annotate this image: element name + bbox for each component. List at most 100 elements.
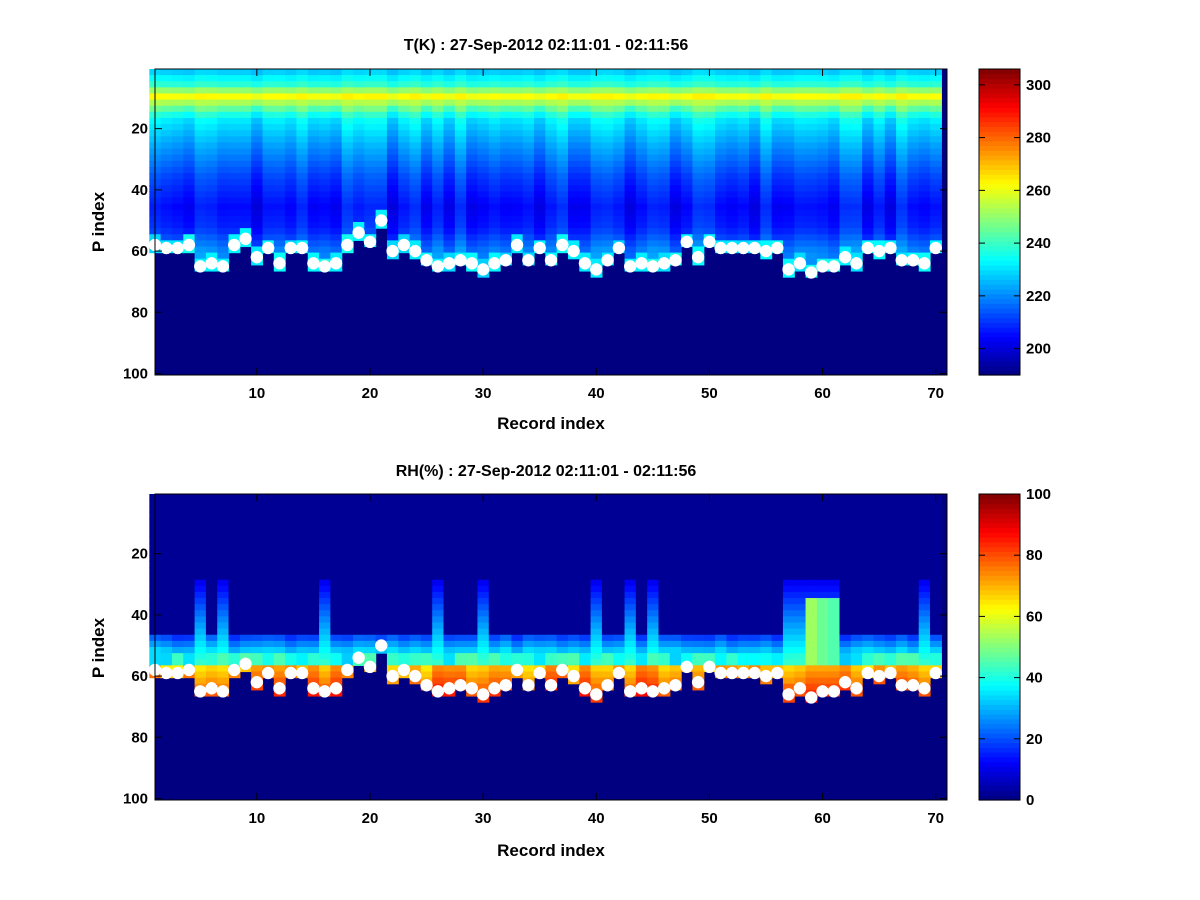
heatmap-cell: [228, 536, 241, 544]
heatmap-cell: [771, 604, 784, 611]
heatmap-cell: [262, 591, 275, 599]
temperature-plot-frame: [154, 68, 948, 376]
heatmap-cell: [884, 536, 897, 544]
heatmap-cell: [771, 197, 784, 205]
heatmap-cell: [205, 494, 218, 501]
heatmap-cell: [556, 524, 569, 532]
heatmap-cell: [647, 154, 660, 162]
heatmap-cell: [477, 524, 490, 532]
heatmap-cell: [420, 659, 433, 666]
surface-marker: [748, 241, 761, 255]
heatmap-cell: [432, 494, 445, 501]
heatmap-cell: [816, 524, 829, 532]
heatmap-cell: [681, 130, 694, 137]
heatmap-cell: [296, 111, 309, 119]
heatmap-cell: [454, 640, 467, 648]
heatmap-cell: [715, 191, 727, 199]
heatmap-cell: [353, 616, 365, 624]
heatmap-cell: [884, 616, 897, 624]
surface-marker: [273, 257, 286, 270]
heatmap-cell: [443, 105, 456, 113]
heatmap-cell: [782, 610, 795, 617]
heatmap-cell: [409, 500, 422, 507]
heatmap-cell: [658, 93, 671, 101]
heatmap-cell: [635, 222, 648, 229]
y-tick-label: 20: [131, 546, 148, 563]
heatmap-cell: [658, 500, 671, 507]
heatmap-cell: [884, 549, 897, 556]
heatmap-cell: [160, 179, 173, 186]
heatmap-cell: [217, 598, 230, 605]
heatmap-cell: [669, 69, 682, 76]
colorbar-segment: [979, 312, 1020, 319]
heatmap-cell: [443, 154, 456, 162]
heatmap-cell: [556, 148, 569, 156]
heatmap-cell: [251, 75, 264, 82]
heatmap-cell: [907, 536, 920, 544]
heatmap-cell: [307, 209, 320, 217]
heatmap-cell: [828, 240, 841, 248]
heatmap-cell: [409, 622, 422, 630]
heatmap-cell: [534, 512, 546, 520]
heatmap-cell: [556, 209, 569, 217]
heatmap-cell: [737, 653, 750, 660]
heatmap-cell: [601, 585, 614, 593]
heatmap-cell: [420, 653, 433, 660]
heatmap-cell: [296, 173, 309, 180]
surface-marker: [499, 254, 512, 267]
heatmap-cell: [285, 87, 298, 95]
heatmap-cell: [319, 598, 331, 605]
heatmap-cell: [171, 585, 184, 593]
heatmap-cell: [409, 598, 422, 605]
heatmap-cell: [217, 634, 230, 642]
heatmap-cell: [635, 518, 648, 526]
heatmap-cell: [443, 598, 456, 605]
heatmap-cell: [364, 634, 377, 642]
heatmap-cell: [839, 536, 852, 544]
heatmap-cell: [488, 677, 501, 685]
heatmap-cell: [194, 179, 207, 186]
heatmap-cell: [353, 585, 365, 593]
heatmap-cell: [737, 616, 750, 624]
heatmap-cell: [477, 160, 490, 168]
heatmap-cell: [749, 81, 761, 88]
heatmap-cell: [918, 75, 931, 82]
heatmap-cell: [353, 203, 365, 211]
heatmap-cell: [918, 591, 931, 599]
heatmap-cell: [579, 105, 592, 113]
colorbar-segment: [979, 756, 1020, 763]
heatmap-cell: [737, 154, 750, 162]
heatmap-cell: [703, 506, 716, 513]
heatmap-cell: [341, 561, 354, 569]
heatmap-cell: [228, 179, 241, 186]
heatmap-cell: [273, 173, 286, 180]
heatmap-column: [285, 494, 298, 679]
heatmap-cell: [466, 87, 479, 95]
heatmap-cell: [839, 573, 852, 581]
heatmap-cell: [760, 81, 773, 88]
heatmap-cell: [816, 142, 829, 150]
heatmap-cell: [715, 136, 727, 144]
heatmap-cell: [534, 573, 546, 581]
heatmap-cell: [873, 173, 886, 180]
heatmap-cell: [760, 142, 773, 150]
surface-marker: [375, 639, 388, 652]
heatmap-cell: [500, 185, 512, 192]
heatmap-cell: [896, 246, 908, 254]
heatmap-cell: [862, 111, 875, 119]
heatmap-cell: [511, 659, 524, 666]
heatmap-cell: [285, 640, 298, 648]
heatmap-cell: [805, 604, 818, 611]
heatmap-cell: [794, 124, 807, 131]
heatmap-cell: [658, 659, 671, 666]
heatmap-cell: [635, 148, 648, 156]
heatmap-cell: [330, 173, 343, 180]
heatmap-cell: [658, 585, 671, 593]
heatmap-cell: [239, 75, 252, 82]
heatmap-cell: [794, 512, 807, 520]
heatmap-cell: [160, 69, 173, 76]
heatmap-cell: [454, 191, 467, 199]
heatmap-cell: [556, 81, 569, 88]
heatmap-column: [760, 69, 773, 260]
